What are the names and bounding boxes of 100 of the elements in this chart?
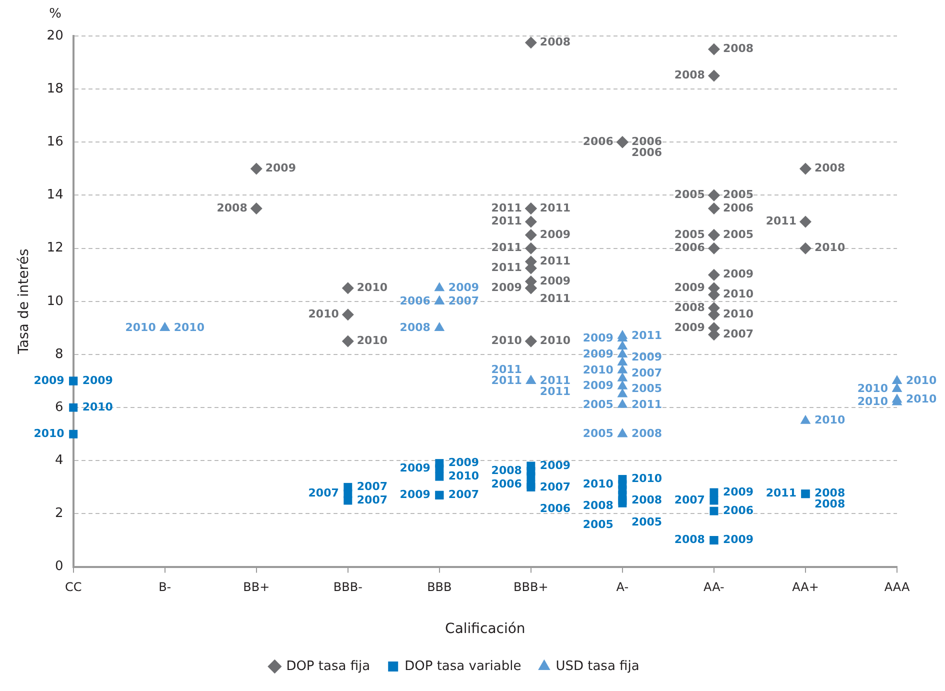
y-tick-label: 12 [46, 240, 64, 256]
annotation: 2007 [308, 486, 339, 500]
x-tick-label: AA+ [792, 580, 819, 594]
y-tick-label: 16 [46, 134, 64, 150]
annotation: 2010 [448, 469, 480, 482]
annotation: 2006 [674, 241, 706, 254]
annotation: 2010 [857, 395, 888, 408]
annotation: 2006 [582, 135, 614, 148]
annotation: 2009 [674, 280, 705, 294]
annotation: 2011 [766, 214, 796, 228]
x-tick-label: AA- [704, 580, 724, 594]
annotation: 2009 [540, 274, 571, 288]
annotation: 2007 [356, 480, 388, 494]
annotation: 2011 [491, 214, 522, 228]
annotation: 2008 [814, 498, 846, 511]
annotation: 2007 [356, 493, 388, 506]
annotation: 2010 [582, 477, 614, 490]
annotation: 2005 [582, 398, 614, 411]
annotation: 2011 [540, 201, 571, 214]
annotation: 2010 [906, 374, 937, 387]
annotation: 2008 [674, 68, 705, 82]
x-tick-label: B- [158, 580, 172, 594]
annotation: 2008 [814, 162, 846, 175]
annotation: 2008 [216, 201, 248, 214]
annotation: 2011 [491, 261, 522, 274]
y-axis-title: Tasa de interés [16, 248, 32, 356]
annotation: 2009 [582, 347, 614, 360]
annotation: 2005 [582, 518, 614, 531]
annotation: 2009 [722, 533, 754, 546]
annotation: 2006 [631, 135, 662, 148]
annotation: 2006 [631, 146, 662, 160]
annotation: 2009 [265, 162, 296, 175]
annotation: 2009 [582, 331, 614, 344]
annotation: 2010 [308, 308, 340, 321]
annotation: 2008 [400, 320, 430, 334]
annotation: 2008 [674, 300, 705, 314]
annotation: 2011 [540, 374, 571, 387]
y-tick-label: 10 [46, 294, 64, 309]
annotation: 2010 [356, 280, 388, 294]
annotation: 2010 [722, 288, 754, 301]
annotation: 2009 [82, 374, 113, 387]
annotation: 2005 [722, 228, 754, 241]
annotation: 2011 [491, 362, 522, 376]
legend-label: DOP tasa fija [286, 658, 370, 674]
legend-label: USD tasa fija [556, 658, 640, 674]
y-tick-label: 14 [46, 188, 64, 203]
annotation: 2007 [448, 488, 480, 501]
y-tick-label: 8 [55, 346, 64, 362]
x-tick-label: BBB+ [514, 580, 548, 594]
annotation: 2005 [631, 515, 662, 528]
y-tick-label: 18 [46, 81, 64, 96]
annotation: 2008 [674, 533, 705, 546]
legend-label: DOP tasa variable [404, 658, 522, 674]
annotation: 2010 [906, 392, 937, 406]
text: % [49, 6, 62, 22]
annotation: 2010 [582, 363, 614, 376]
annotation: 2009 [540, 458, 571, 472]
annotation: 2006 [491, 477, 522, 490]
annotation: 2009 [540, 228, 571, 241]
annotation: 2009 [400, 488, 430, 501]
annotation: 2009 [582, 379, 614, 392]
annotation: 2008 [582, 499, 614, 512]
annotation: 2008 [540, 35, 571, 48]
x-tick-label: A- [616, 580, 629, 594]
annotation: 2010 [491, 334, 522, 348]
annotation: 2005 [674, 188, 705, 202]
annotation: 2007 [540, 480, 571, 494]
x-tick-label: BBB- [333, 580, 362, 594]
annotation: 2010 [356, 334, 388, 348]
annotation: 2010 [814, 414, 846, 427]
y-tick-label: 4 [55, 453, 64, 468]
annotation: 2009 [674, 320, 705, 334]
annotation: 2009 [448, 456, 480, 470]
x-tick-label: CC [64, 580, 82, 594]
annotation: 2006 [722, 201, 754, 214]
annotation: 2010 [174, 320, 205, 334]
annotation: 2009 [631, 350, 662, 364]
y-tick-label: 6 [55, 400, 64, 415]
annotation: 2007 [674, 493, 705, 506]
x-tick-label: BB+ [243, 580, 270, 594]
annotation: 2010 [814, 241, 846, 254]
y-tick-label: 2 [55, 506, 64, 522]
annotation: 2005 [674, 228, 705, 241]
annotation: 2010 [540, 334, 571, 348]
annotation: 2010 [82, 400, 114, 414]
annotation: 2005 [582, 426, 614, 440]
annotation: 2008 [631, 426, 662, 440]
annotation: 2008 [631, 494, 662, 507]
annotation: 2011 [491, 201, 522, 214]
annotation: 2011 [540, 254, 571, 268]
annotation: 2011 [540, 384, 571, 398]
annotation: 2009 [400, 461, 430, 474]
annotation: 2009 [722, 485, 754, 498]
annotation: 2010 [631, 472, 662, 486]
annotation: 2006 [540, 502, 571, 516]
annotation: 2009 [448, 280, 480, 294]
annotation: 2010 [125, 320, 156, 334]
annotation: 2007 [448, 294, 480, 308]
annotation: 2010 [34, 426, 65, 440]
annotation: 2008 [722, 42, 754, 56]
